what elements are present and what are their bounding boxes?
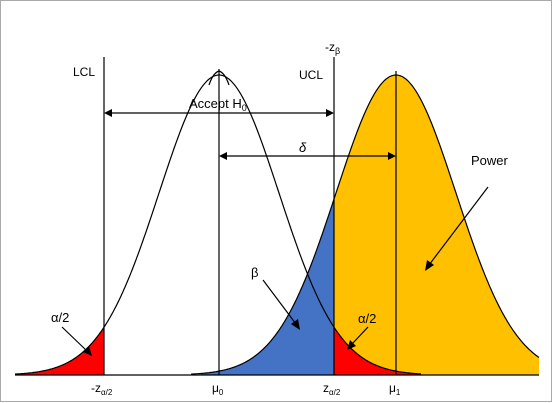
power-region [334,75,539,375]
neg-z-beta-label: -zβ [325,40,340,56]
alpha-half-right-label: α/2 [358,311,376,326]
mu0-label: μ0 [212,381,224,397]
mu1-label: μ1 [389,381,401,397]
alpha-left-region [15,327,104,375]
beta-label: β [251,265,258,280]
accept-h0-arrow [104,109,334,117]
beta-pointer-arrow [262,279,300,330]
delta-arrow [219,152,396,160]
accept-h0-label: Accept H0 [189,96,247,113]
alpha-right-region [334,327,421,375]
beta-region [201,199,334,375]
alpha-left-pointer-arrow [61,326,92,356]
alpha-right-pointer-arrow [347,326,369,350]
lcl-label: LCL [73,65,95,79]
h0-distribution-curve [14,74,422,375]
neg-z-alpha-half-label: -zα/2 [91,381,113,397]
power-pointer-arrow [425,186,489,271]
power-label: Power [471,153,509,168]
alpha-half-left-label: α/2 [51,310,69,325]
delta-label: δ [299,140,307,155]
h1-distribution-curve [191,74,540,375]
ucl-label: UCL [299,68,323,82]
z-alpha-half-label: zα/2 [323,381,341,397]
h0-peak-arc [208,70,230,86]
